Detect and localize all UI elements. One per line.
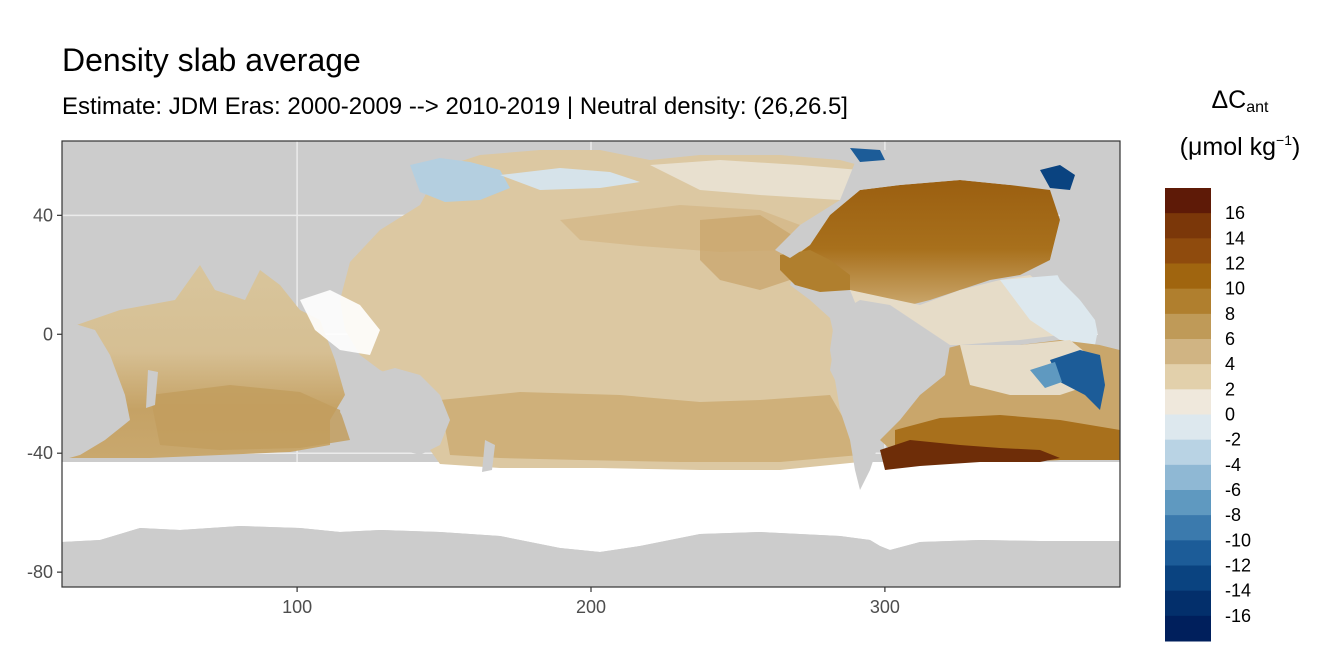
colorbar-label: 14: [1225, 228, 1245, 248]
colorbar-label: 6: [1225, 329, 1235, 349]
colorbar-label: -14: [1225, 581, 1251, 601]
y-tick-label: 0: [43, 324, 53, 344]
colorbar-swatch: [1165, 364, 1211, 390]
colorbar-label: -4: [1225, 455, 1241, 475]
y-tick-label: -40: [27, 443, 53, 463]
x-tick-label: 300: [870, 597, 900, 617]
colorbar-swatch: [1165, 515, 1211, 541]
pacific-south-band: [440, 392, 860, 462]
colorbar-swatch: [1165, 263, 1211, 290]
colorbar-swatch: [1165, 188, 1211, 214]
colorbar-swatch: [1165, 288, 1211, 315]
new-zealand-land: [482, 440, 495, 472]
colorbar-swatch: [1165, 389, 1211, 415]
colorbar-label: 4: [1225, 354, 1235, 374]
benguela-light-blue: [1030, 362, 1062, 388]
southern-nodata-band: [62, 462, 1120, 552]
australia-land: [340, 368, 450, 455]
map-panel: [62, 141, 1120, 587]
colorbar-swatch: [1165, 339, 1211, 365]
colorbar-label: 10: [1225, 279, 1245, 299]
europe-africa-land: [1050, 175, 1120, 350]
pacific-east-tropical: [700, 215, 800, 290]
colorbar-label: -2: [1225, 430, 1241, 450]
colorbar-label: 12: [1225, 254, 1245, 274]
hudson-blue: [850, 148, 885, 162]
gulf-alaska-light: [650, 160, 880, 200]
north-america-land: [775, 150, 1040, 258]
legend-title-subscript: ant: [1246, 99, 1269, 116]
colorbar-swatch: [1165, 238, 1211, 264]
colorbar-swatch: [1165, 414, 1211, 441]
colorbar-label: -16: [1225, 606, 1251, 626]
legend-title-symbol-text: ΔC: [1211, 86, 1247, 114]
chart-subtitle: Estimate: JDM Eras: 2000-2009 --> 2010-2…: [62, 93, 848, 120]
colorbar-label: -8: [1225, 505, 1241, 525]
colorbar-label: -6: [1225, 480, 1241, 500]
x-tick-label: 200: [576, 597, 606, 617]
colorbar-swatch: [1165, 490, 1211, 516]
africa-land: [62, 320, 130, 460]
colorbar-label: 8: [1225, 304, 1235, 324]
colorbar-label: -12: [1225, 556, 1251, 576]
legend-title-symbol: ΔCant: [1150, 86, 1330, 117]
colorbar-swatch: [1165, 464, 1211, 491]
colorbar-label: 2: [1225, 379, 1235, 399]
north-atlantic: [790, 180, 1060, 305]
colorbar-label: -10: [1225, 530, 1251, 550]
legend-unit-suffix: ): [1292, 133, 1301, 161]
madagascar-land: [146, 370, 158, 408]
colorbar-swatch: [1165, 540, 1211, 566]
colorbar-label: 0: [1225, 405, 1235, 425]
chart-title: Density slab average: [62, 42, 361, 78]
x-tick-label: 100: [282, 597, 312, 617]
legend-unit-superscript: −1: [1276, 132, 1292, 148]
labrador-blue: [1040, 165, 1075, 190]
legend-title-unit: (μmol kg−1): [1150, 132, 1330, 162]
antarctica-land: [62, 526, 1120, 587]
colorbar-swatch: [1165, 565, 1211, 592]
eastern-atlantic-blue: [1000, 275, 1100, 345]
caribbean: [780, 250, 850, 292]
y-tick-label: -80: [27, 562, 53, 582]
brazil-malvinas-hotspot: [880, 440, 1060, 470]
colorbar-label: 16: [1225, 203, 1245, 223]
colorbar-swatch: [1165, 590, 1211, 617]
colorbar-swatch: [1165, 439, 1211, 466]
north-pacific-light-patch: [500, 168, 640, 190]
south-america-land: [830, 300, 950, 490]
y-tick-label: 40: [33, 205, 53, 225]
colorbar: 16 14 12 10 8 6 4 2 0 -2 -4 -6 -8 -10 -12 -14 -16: [1165, 188, 1251, 642]
colorbar-swatch: [1165, 615, 1211, 642]
benguela-blue: [1050, 350, 1105, 410]
colorbar-swatch: [1165, 213, 1211, 239]
maritime-nodata: [300, 290, 380, 355]
colorbar-swatch: [1165, 313, 1211, 340]
indian-darker-band: [150, 385, 350, 450]
north-pacific-blue-patch: [410, 158, 510, 202]
legend-unit-prefix: (μmol kg: [1179, 133, 1277, 161]
